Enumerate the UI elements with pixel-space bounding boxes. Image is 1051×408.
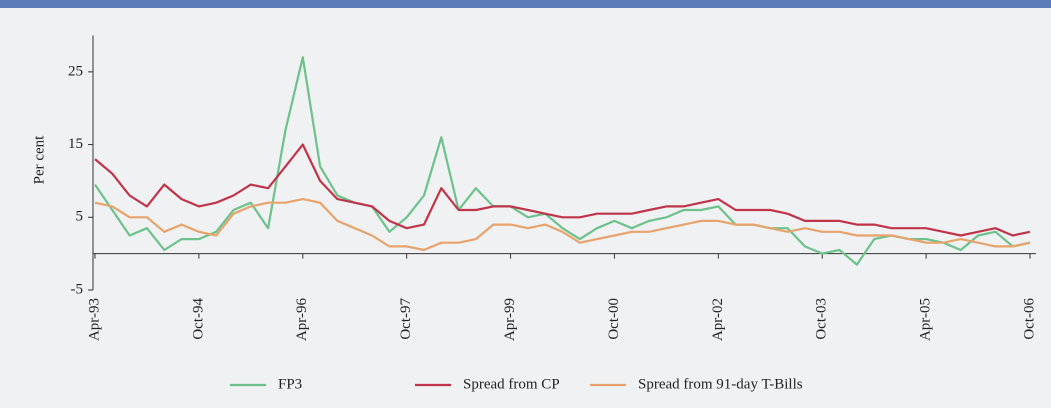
legend-label: FP3 (278, 376, 302, 392)
x-tick-label: Apr-99 (502, 298, 518, 341)
legend-label: Spread from CP (463, 376, 560, 392)
x-tick-label: Oct-97 (398, 298, 414, 340)
x-tick-label: Oct-06 (1021, 298, 1037, 340)
y-axis-label: Per cent (31, 135, 47, 185)
series-line (94, 143, 1031, 237)
legend-label: Spread from 91-day T-Bills (638, 376, 803, 392)
x-tick-label: Apr-96 (294, 298, 310, 342)
x-tick-label: Apr-02 (710, 298, 726, 341)
series-line (94, 198, 1031, 252)
y-tick-label: 15 (68, 136, 83, 152)
x-tick-label: Apr-93 (86, 298, 102, 341)
header-bar (0, 0, 1051, 8)
series-line (94, 56, 1031, 266)
y-tick-label: 5 (76, 209, 84, 225)
x-tick-label: Oct-94 (190, 298, 206, 340)
y-tick-label: 25 (68, 63, 83, 79)
y-tick-label: -5 (71, 281, 84, 297)
x-tick-label: Oct-00 (606, 298, 622, 340)
x-tick-label: Apr-05 (918, 298, 934, 341)
x-tick-label: Oct-03 (814, 298, 830, 340)
